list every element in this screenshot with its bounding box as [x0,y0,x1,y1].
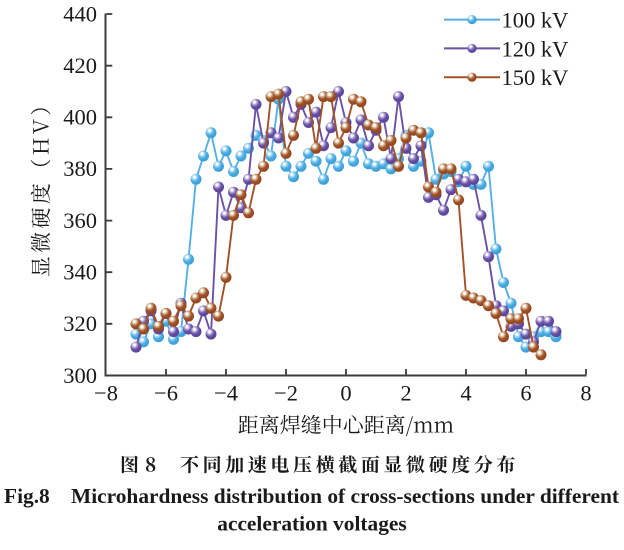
svg-text:120 kV: 120 kV [502,36,569,61]
svg-text:−4: −4 [214,381,238,406]
svg-text:8: 8 [580,381,591,406]
svg-text:380: 380 [63,156,97,181]
svg-text:0: 0 [340,381,351,406]
svg-text:Fig.8: Fig.8 [4,484,50,508]
svg-text:360: 360 [63,208,97,233]
svg-text:Microhardness distribution of: Microhardness distribution of cross-sect… [71,484,620,508]
svg-text:320: 320 [63,311,97,336]
svg-text:340: 340 [63,260,97,285]
svg-text:300: 300 [63,363,97,388]
svg-text:−6: −6 [154,381,178,406]
svg-text:100 kV: 100 kV [502,8,569,33]
svg-text:2: 2 [400,381,411,406]
svg-text:400: 400 [63,105,97,130]
svg-text:−8: −8 [94,381,118,406]
svg-text:420: 420 [63,53,97,78]
svg-text:150 kV: 150 kV [502,65,569,90]
svg-text:4: 4 [460,381,471,406]
svg-text:6: 6 [520,381,531,406]
svg-text:−2: −2 [274,381,298,406]
svg-text:acceleration voltages: acceleration voltages [217,512,406,536]
svg-text:440: 440 [63,1,97,26]
